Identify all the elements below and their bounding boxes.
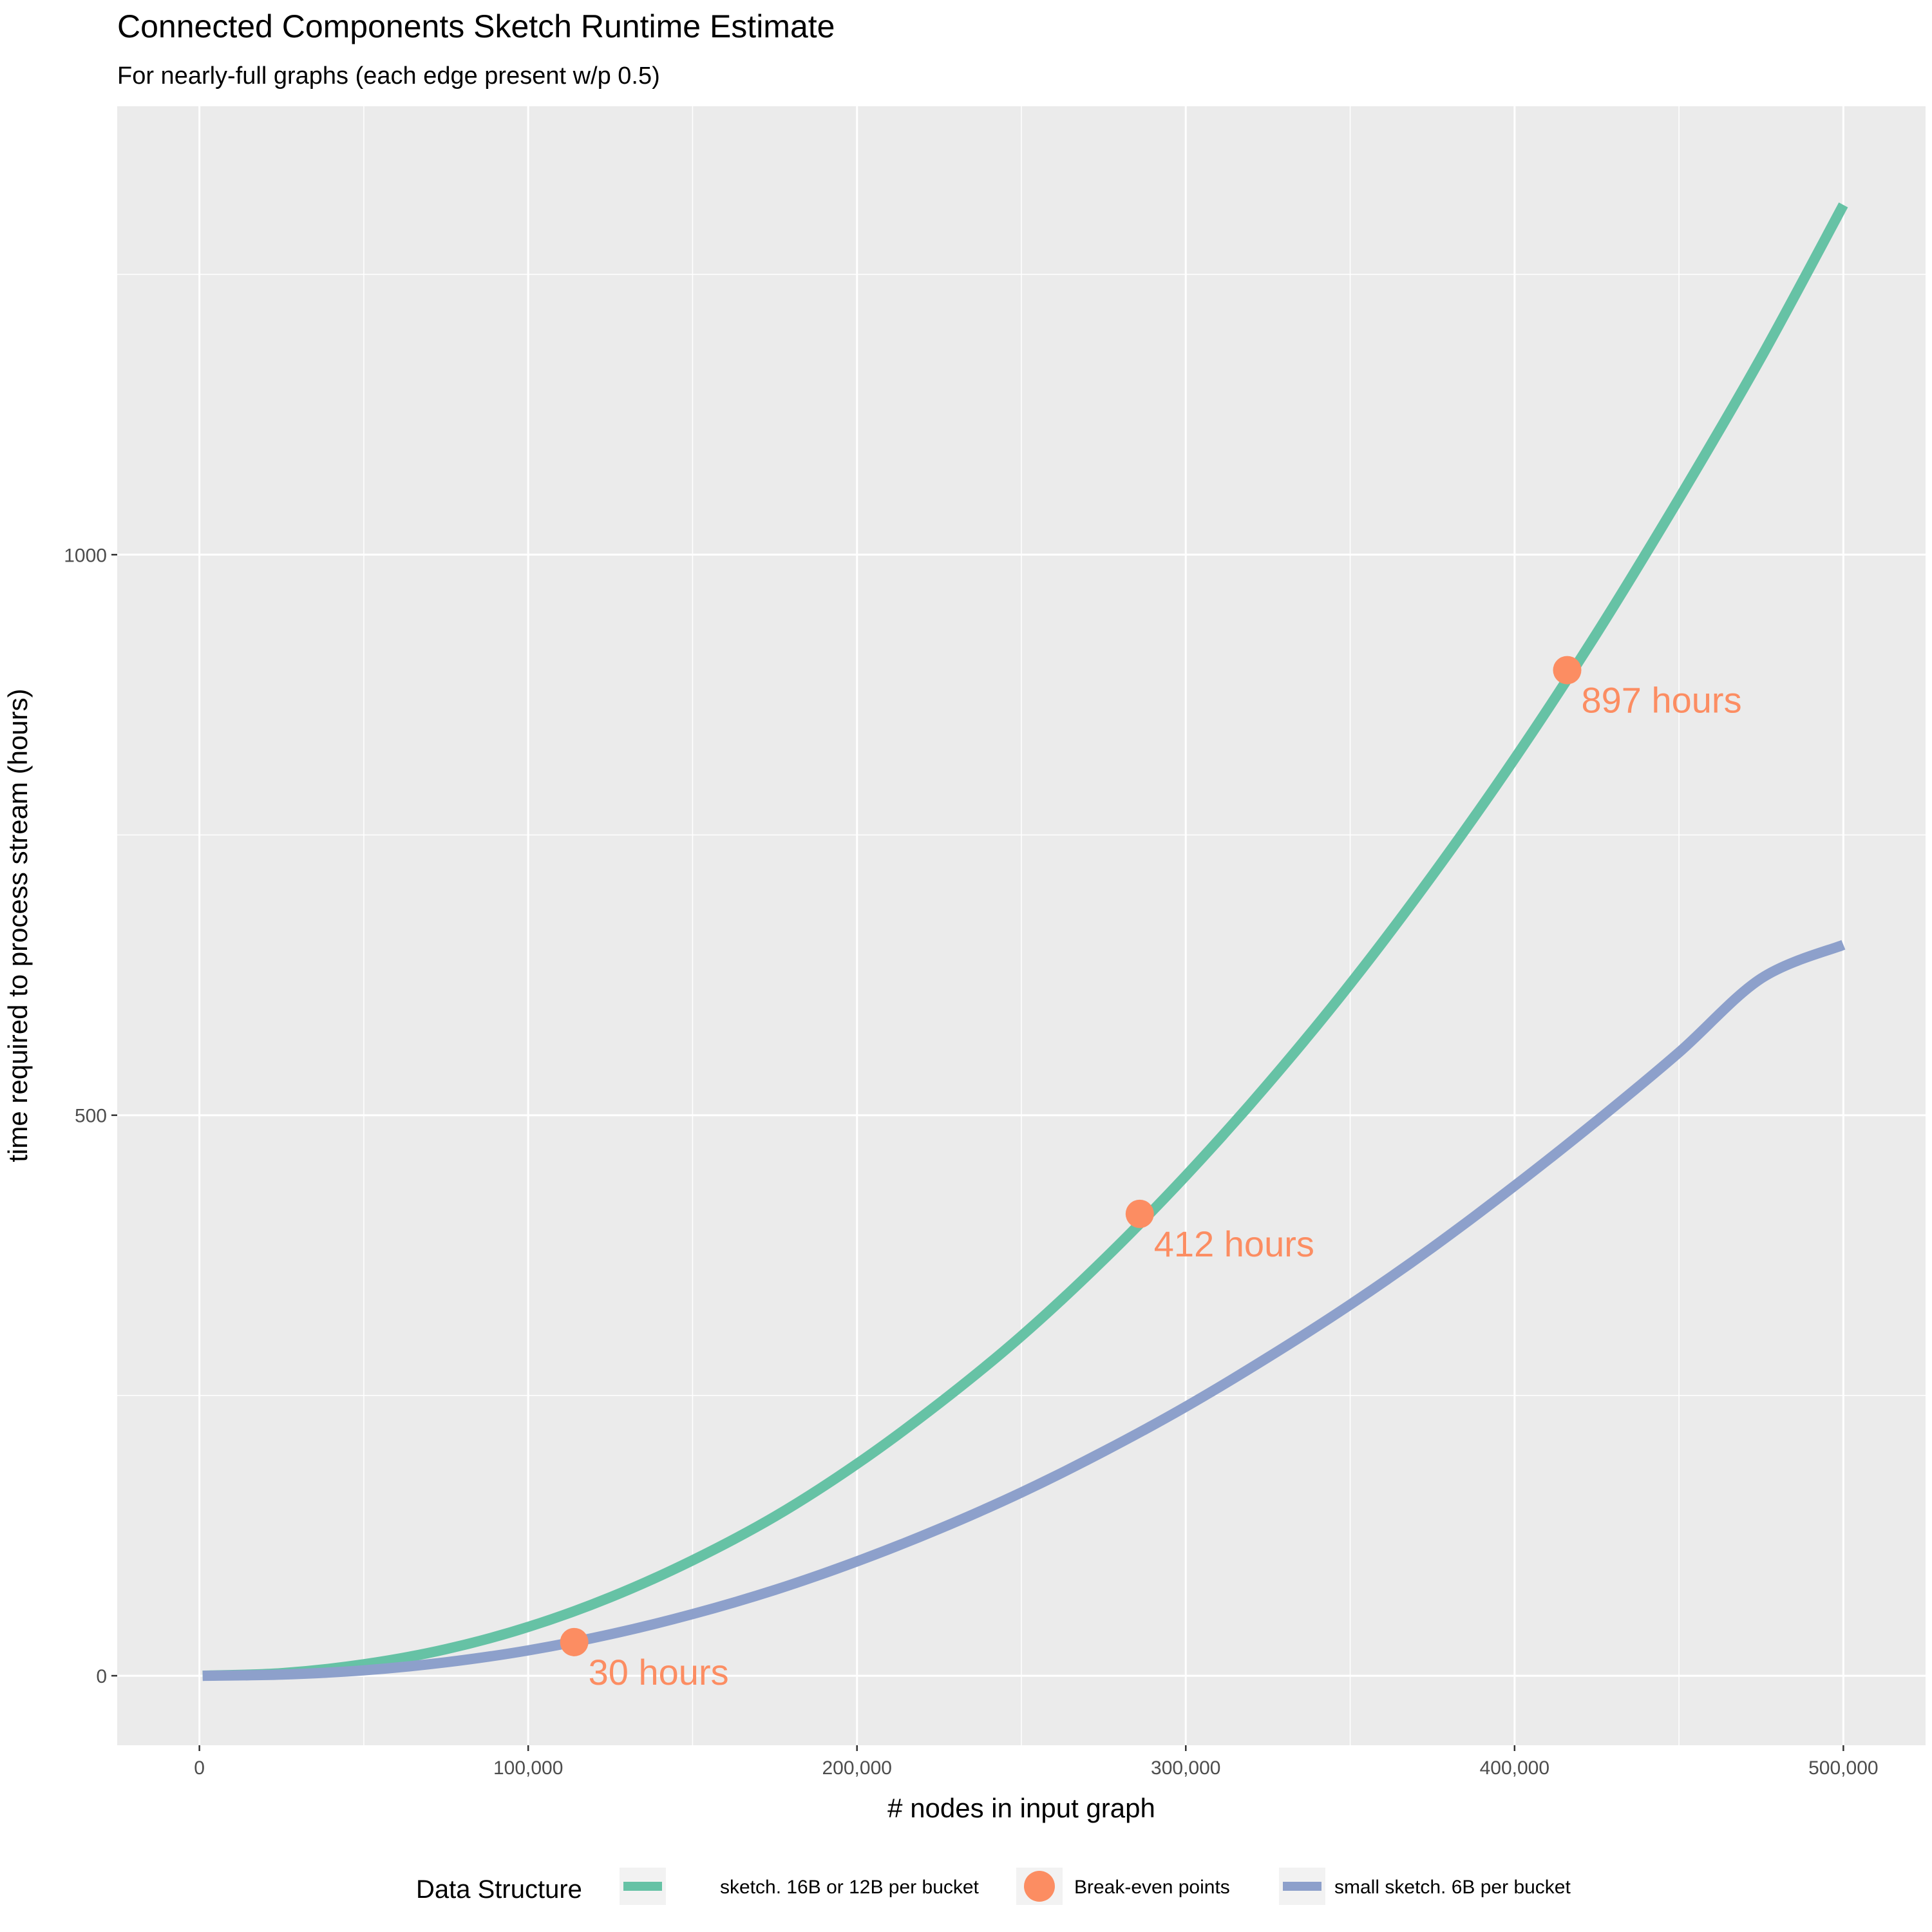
series-line-1 xyxy=(202,940,1846,1681)
chart-title: Connected Components Sketch Runtime Esti… xyxy=(117,8,835,44)
legend-label: Break-even points xyxy=(1074,1877,1230,1898)
y-axis-title: time required to process stream (hours) xyxy=(3,688,33,1162)
x-tick-label: 100,000 xyxy=(493,1757,563,1779)
series-line-0 xyxy=(202,202,1848,1681)
y-axis-ticks: 0 500 1000 xyxy=(64,545,117,1687)
y-tick-label: 0 xyxy=(96,1666,107,1687)
y-tick-label: 500 xyxy=(75,1106,107,1127)
break-even-label: 30 hours xyxy=(589,1652,729,1692)
x-tick-label: 0 xyxy=(194,1757,205,1779)
legend-key-point xyxy=(1024,1871,1055,1902)
x-tick-label: 300,000 xyxy=(1151,1757,1220,1779)
legend-title: Data Structure xyxy=(416,1875,582,1904)
x-axis-title: # nodes in input graph xyxy=(887,1793,1155,1823)
chart-subtitle: For nearly-full graphs (each edge presen… xyxy=(117,62,660,90)
break-even-point xyxy=(1553,656,1582,685)
break-even-label: 412 hours xyxy=(1154,1224,1314,1264)
legend: Data Structure sketch. 16B or 12B per bu… xyxy=(416,1868,1571,1905)
break-even-label: 897 hours xyxy=(1582,680,1742,721)
grid xyxy=(117,106,1926,1745)
legend-label: small sketch. 6B per bucket xyxy=(1334,1877,1571,1898)
x-axis-ticks: 0 100,000 200,000 300,000 400,000 500,000 xyxy=(194,1745,1879,1779)
legend-label: sketch. 16B or 12B per bucket xyxy=(720,1877,980,1898)
series-lines xyxy=(202,202,1848,1681)
x-tick-label: 400,000 xyxy=(1480,1757,1549,1779)
x-tick-label: 200,000 xyxy=(822,1757,892,1779)
y-tick-label: 1000 xyxy=(64,545,107,566)
break-even-point xyxy=(560,1627,589,1656)
break-even-points: 30 hours 412 hours 897 hours xyxy=(560,656,1742,1692)
x-tick-label: 500,000 xyxy=(1808,1757,1878,1779)
break-even-point xyxy=(1125,1199,1154,1228)
